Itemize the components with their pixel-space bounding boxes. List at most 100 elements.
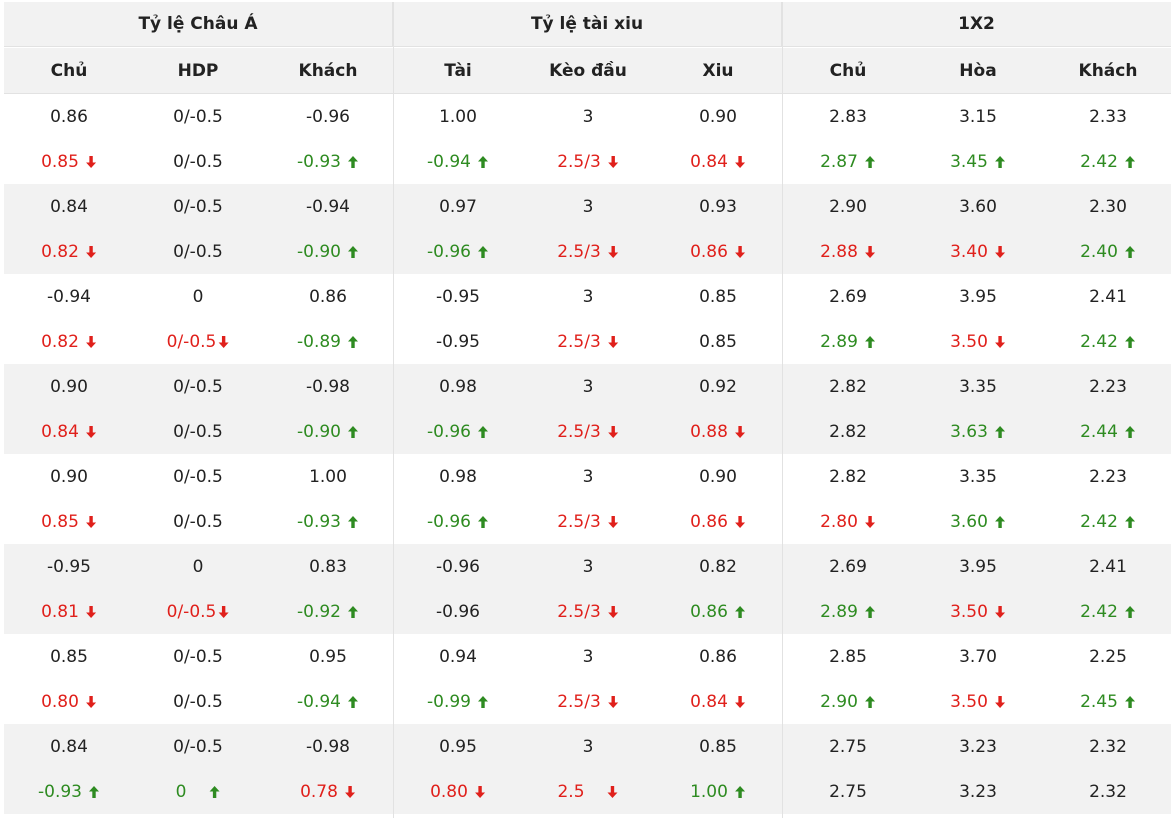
group-header-1x2: 1X2 <box>958 14 995 34</box>
column-header-home[interactable]: Chủ <box>50 61 88 81</box>
arrow-up-icon <box>1124 155 1136 169</box>
odds-cell-hdp: 0 <box>193 274 204 319</box>
odds-value: 0/-0.5 <box>173 241 223 262</box>
odds-value: 2.89 <box>820 601 858 622</box>
odds-cell-over: -0.95 <box>436 319 480 364</box>
odds-cell-away: 0.78 <box>300 769 356 814</box>
arrow-up-icon <box>347 335 359 349</box>
odds-value: 3 <box>582 646 594 667</box>
column-header-away-win[interactable]: Khách <box>1078 61 1138 81</box>
column-header-over[interactable]: Tài <box>444 61 472 81</box>
odds-value: 0.88 <box>690 421 728 442</box>
odds-cell-away: -0.93 <box>297 499 359 544</box>
opening-odds-row: 0.84 0/-0.5 -0.98 0.95 3 0.85 2.75 3.23 2.32 <box>4 724 1171 769</box>
odds-value: 1.00 <box>690 781 728 802</box>
odds-cell-home: 0.82 <box>41 229 97 274</box>
odds-value: -0.96 <box>427 241 471 262</box>
odds-cell-under: 0.84 <box>690 679 746 724</box>
odds-value: 2.42 <box>1080 331 1118 352</box>
odds-cell-draw: 3.95 <box>959 274 997 319</box>
odds-value: 0 <box>175 781 187 802</box>
odds-value: -0.94 <box>297 691 341 712</box>
odds-cell-home-win: 2.82 <box>829 364 867 409</box>
odds-value: 2.85 <box>829 646 867 667</box>
arrow-up-icon <box>1124 605 1136 619</box>
odds-cell-away-win: 2.32 <box>1089 724 1127 769</box>
odds-cell-line: 3 <box>583 364 594 409</box>
odds-value: 2.90 <box>820 691 858 712</box>
arrow-down-icon <box>607 695 619 709</box>
odds-value: 2.75 <box>829 736 867 757</box>
odds-cell-hdp: 0/-0.5 <box>167 589 230 634</box>
odds-value: 0.83 <box>309 556 347 577</box>
column-header-draw[interactable]: Hòa <box>959 61 997 81</box>
odds-value: -0.95 <box>47 556 91 577</box>
odds-cell-home-win: 2.82 <box>829 409 867 454</box>
arrow-up-icon <box>1124 695 1136 709</box>
odds-cell-away-win: 2.45 <box>1080 679 1136 724</box>
odds-cell-away-win: 2.30 <box>1089 184 1127 229</box>
column-header-away[interactable]: Khách <box>298 61 358 81</box>
odds-cell-away-win: 2.25 <box>1089 634 1127 679</box>
odds-cell-home-win: 2.90 <box>829 184 867 229</box>
odds-cell-away-win: 2.41 <box>1089 274 1127 319</box>
arrow-down-icon <box>607 245 619 259</box>
odds-value: 2.83 <box>829 106 867 127</box>
odds-value: 0.86 <box>690 241 728 262</box>
odds-value: 2.5/3 <box>557 511 601 532</box>
odds-cell-draw: 3.63 <box>950 409 1006 454</box>
odds-cell-home-win: 2.80 <box>820 499 876 544</box>
odds-entry: -0.95 0 0.83 -0.96 3 0.82 2.69 3.95 2.41 0.81 0/-0… <box>4 544 1171 634</box>
odds-cell-hdp: 0/-0.5 <box>173 184 223 229</box>
opening-odds-row: 0.90 0/-0.5 -0.98 0.98 3 0.92 2.82 3.35 2.23 <box>4 364 1171 409</box>
odds-value: 2.25 <box>1089 646 1127 667</box>
arrow-up-icon <box>994 515 1006 529</box>
column-header-home-win[interactable]: Chủ <box>829 61 867 81</box>
odds-cell-line: 2.5/3 <box>557 229 619 274</box>
odds-cell-away-win: 2.44 <box>1080 409 1136 454</box>
arrow-up-icon <box>1124 425 1136 439</box>
column-header-under[interactable]: Xiu <box>702 61 734 81</box>
odds-cell-home-win: 2.69 <box>829 544 867 589</box>
odds-value: 0 <box>192 556 204 577</box>
odds-cell-line: 2.5/3 <box>557 499 619 544</box>
odds-value: 0.95 <box>439 736 477 757</box>
odds-value: 2.33 <box>1089 106 1127 127</box>
odds-value: 0.94 <box>439 646 477 667</box>
odds-cell-line: 2.5/3 <box>557 139 619 184</box>
odds-value: 2.5/3 <box>557 601 601 622</box>
odds-value: -0.89 <box>297 331 341 352</box>
opening-odds-row: 0.86 0/-0.5 -0.96 1.00 3 0.90 2.83 3.15 2.33 <box>4 94 1171 139</box>
odds-value: 2.5/3 <box>557 421 601 442</box>
odds-value: 0.86 <box>690 511 728 532</box>
odds-cell-under: 0.90 <box>699 454 737 499</box>
odds-cell-home-win: 2.85 <box>829 634 867 679</box>
odds-value: 0.93 <box>699 196 737 217</box>
odds-value: 3.70 <box>959 646 997 667</box>
column-header-line[interactable]: Kèo đầu <box>549 61 627 81</box>
odds-value: 0/-0.5 <box>166 331 217 352</box>
column-header-hdp[interactable]: HDP <box>177 61 219 81</box>
odds-cell-home: 0.85 <box>41 499 97 544</box>
odds-cell-away: -0.89 <box>297 319 359 364</box>
odds-value: 0/-0.5 <box>173 421 223 442</box>
arrow-down-icon <box>344 785 356 799</box>
column-header-row: Chủ HDP Khách Tài Kèo đầu Xiu Chủ Hòa Khách <box>4 48 1171 94</box>
odds-cell-under: 0.86 <box>690 589 746 634</box>
odds-cell-draw: 3.95 <box>959 544 997 589</box>
odds-cell-away: -0.92 <box>297 589 359 634</box>
odds-value: 0.84 <box>690 691 728 712</box>
odds-value: -0.95 <box>436 286 480 307</box>
current-odds-row: -0.93 0 0.78 0.80 2.5 1.00 2.75 3.23 2.32 <box>4 769 1171 814</box>
arrow-up-icon <box>347 695 359 709</box>
odds-value: 0/-0.5 <box>173 376 223 397</box>
opening-odds-row: 0.90 0/-0.5 1.00 0.98 3 0.90 2.82 3.35 2.23 <box>4 454 1171 499</box>
odds-value: 2.90 <box>829 196 867 217</box>
arrow-up-icon <box>347 515 359 529</box>
odds-cell-under: 0.85 <box>699 319 737 364</box>
odds-value: -0.96 <box>427 511 471 532</box>
odds-value: -0.96 <box>436 556 480 577</box>
odds-entry: 0.84 0/-0.5 -0.94 0.97 3 0.93 2.90 3.60 2.30 0.82… <box>4 184 1171 274</box>
odds-cell-home-win: 2.75 <box>829 724 867 769</box>
odds-value: 1.00 <box>309 466 347 487</box>
